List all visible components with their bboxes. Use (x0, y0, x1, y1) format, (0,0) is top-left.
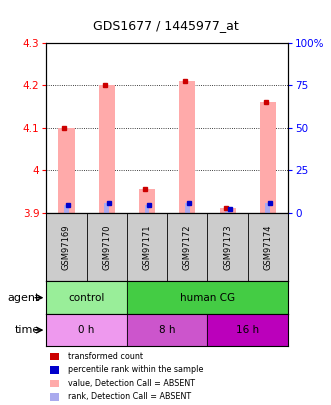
Bar (127, 314, 208, 346)
Bar (46, 314, 127, 346)
Text: agent: agent (7, 293, 40, 303)
Text: GSM97171: GSM97171 (143, 224, 152, 270)
Text: 16 h: 16 h (236, 325, 259, 335)
Bar (185, 203, 190, 213)
Bar (219, 209, 236, 213)
Text: GDS1677 / 1445977_at: GDS1677 / 1445977_at (93, 19, 238, 32)
Text: human CG: human CG (180, 293, 235, 303)
Bar (64, 205, 69, 213)
Text: GSM97170: GSM97170 (102, 224, 111, 270)
Bar (260, 102, 276, 213)
Text: GSM97173: GSM97173 (223, 224, 232, 270)
Bar (225, 209, 230, 213)
Bar (58, 128, 74, 213)
Bar (208, 314, 288, 346)
Text: GSM97174: GSM97174 (263, 224, 272, 270)
Bar (179, 81, 195, 213)
Text: 0 h: 0 h (78, 325, 95, 335)
Bar (145, 205, 149, 213)
Text: percentile rank within the sample: percentile rank within the sample (68, 365, 203, 374)
Text: time: time (15, 325, 40, 335)
Text: value, Detection Call = ABSENT: value, Detection Call = ABSENT (68, 379, 195, 388)
Text: control: control (69, 293, 105, 303)
Text: GSM97169: GSM97169 (62, 224, 71, 270)
Bar (127, 281, 288, 314)
Text: rank, Detection Call = ABSENT: rank, Detection Call = ABSENT (68, 392, 191, 401)
Text: 8 h: 8 h (159, 325, 175, 335)
Text: transformed count: transformed count (68, 352, 143, 361)
Text: GSM97172: GSM97172 (183, 224, 192, 270)
Bar (139, 189, 155, 213)
Bar (265, 203, 270, 213)
Bar (99, 85, 115, 213)
Bar (104, 203, 109, 213)
Bar (46, 281, 127, 314)
